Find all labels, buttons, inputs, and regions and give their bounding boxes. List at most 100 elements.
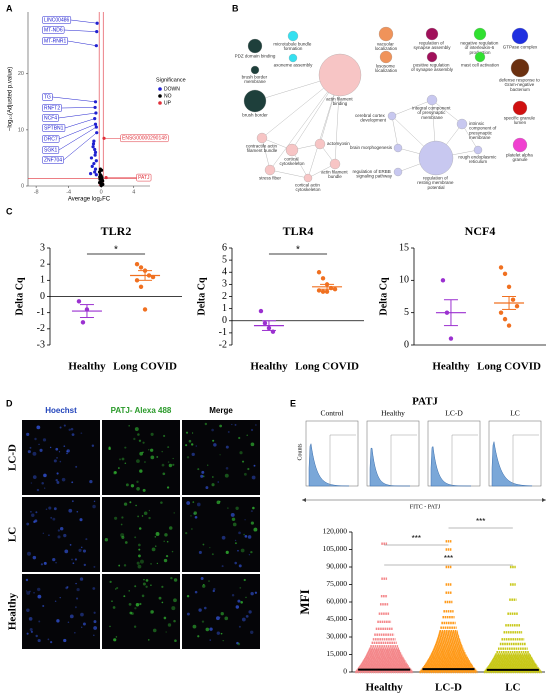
cell: [211, 428, 214, 432]
network-node: [314, 138, 326, 150]
y-tick-label: 0: [343, 667, 347, 676]
cell: [38, 620, 41, 623]
y-axis-label: Delta Cq: [378, 277, 389, 315]
cell: [56, 481, 60, 484]
cell: [34, 519, 38, 523]
cell: [25, 578, 29, 582]
cell: [162, 472, 166, 476]
cell: [161, 450, 163, 453]
point: [89, 172, 93, 176]
cell: [234, 423, 237, 426]
y-tick-label: 0: [404, 339, 409, 350]
cell: [251, 475, 256, 480]
cell: [217, 481, 219, 483]
cell: [30, 482, 33, 484]
cell: [124, 446, 127, 449]
cell: [135, 602, 140, 607]
network-node: [418, 140, 454, 176]
legend-swatch: [158, 101, 162, 105]
cell: [231, 423, 233, 426]
cell: [237, 642, 241, 646]
cell: [216, 616, 220, 621]
cell: [52, 517, 56, 521]
node-label: defense response to Gram-negative bacter…: [499, 78, 541, 92]
cell: [142, 441, 145, 444]
cell: [238, 564, 242, 568]
y-tick-label: 6: [222, 242, 227, 253]
cell: [33, 591, 35, 594]
point: [320, 276, 326, 281]
cell: [141, 515, 144, 517]
network-node: [287, 30, 299, 42]
cell: [79, 577, 84, 581]
y-axis-label: Counts: [297, 443, 303, 461]
cell: [137, 564, 142, 569]
node-label: specific granule lumen: [504, 116, 537, 126]
cell: [32, 555, 37, 560]
cell: [234, 561, 237, 565]
node-label: microtubule bundle formation: [273, 42, 312, 52]
gene-label: RNFT2: [44, 105, 60, 111]
network-node: [379, 50, 393, 64]
column-header: Merge: [209, 406, 233, 415]
cell: [245, 596, 247, 599]
cell: [123, 502, 128, 506]
label-leader: [64, 118, 95, 129]
cell: [250, 550, 253, 554]
y-tick-label: -1: [37, 307, 45, 318]
point: [97, 181, 102, 185]
point: [502, 271, 508, 277]
point: [91, 142, 96, 146]
cell: [134, 427, 139, 432]
cell: [118, 564, 121, 567]
cell: [124, 462, 127, 465]
x-tick-label: LC-D: [435, 682, 462, 694]
cell: [26, 608, 30, 613]
y-tick-label: -2: [219, 339, 227, 350]
cell: [26, 632, 29, 635]
cell: [108, 446, 111, 449]
y-tick-label: -2: [37, 323, 45, 334]
cell: [240, 548, 245, 553]
cell: [185, 444, 188, 447]
cell: [156, 456, 159, 458]
cell: [55, 447, 59, 451]
network-node: [318, 53, 362, 97]
cell: [252, 506, 255, 510]
cell: [67, 621, 70, 623]
point: [502, 316, 508, 322]
histogram-area: [430, 445, 472, 487]
y-axis-label: MFI: [297, 589, 312, 614]
cell: [213, 587, 216, 591]
legend-swatch: [158, 87, 162, 91]
cell: [59, 426, 62, 429]
cell: [194, 515, 198, 519]
cell: [254, 591, 258, 594]
cell: [78, 548, 82, 552]
cell: [211, 483, 215, 487]
cell: [240, 601, 243, 604]
cell: [89, 480, 93, 484]
cell: [216, 631, 221, 635]
network-edge: [261, 137, 271, 171]
cell: [173, 578, 178, 582]
cell: [239, 451, 243, 455]
cell: [138, 554, 141, 558]
network-edge: [391, 115, 399, 149]
network-node: [426, 51, 438, 63]
cell: [63, 533, 67, 538]
label-leader: [59, 124, 96, 140]
cell: [63, 638, 67, 643]
cell: [168, 463, 173, 468]
cell: [197, 468, 200, 471]
cell: [56, 472, 59, 475]
cell: [143, 511, 148, 516]
cell: [186, 594, 190, 598]
cell: [225, 466, 229, 470]
cell: [167, 446, 170, 449]
cell: [209, 639, 211, 641]
cell: [170, 576, 173, 580]
cell: [133, 625, 137, 628]
cell: [128, 602, 132, 606]
